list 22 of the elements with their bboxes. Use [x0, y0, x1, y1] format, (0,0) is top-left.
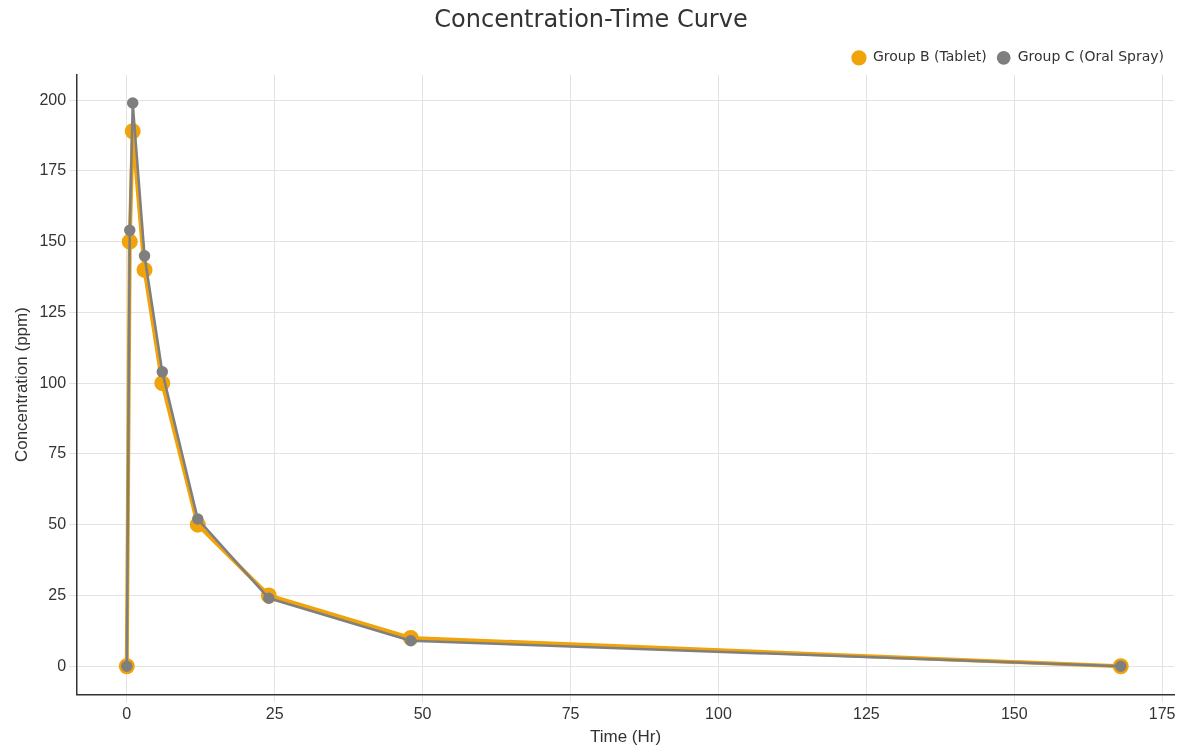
y-tick-label: 125 [39, 302, 67, 320]
y-tick-label: 25 [48, 585, 67, 603]
x-tick-label: 50 [413, 705, 432, 723]
chart-title: Concentration-Time Curve [434, 4, 748, 33]
x-tick-label: 0 [122, 705, 132, 723]
y-tick-label: 50 [48, 515, 67, 533]
x-tick-label: 75 [561, 705, 580, 723]
y-tick-label: 75 [48, 444, 67, 462]
x-axis-title: Time (Hr) [589, 727, 662, 747]
y-tick-label: 175 [39, 161, 67, 179]
x-tick-label: 100 [705, 705, 732, 723]
x-tick-label: 125 [852, 705, 880, 723]
y-tick-label: 100 [39, 373, 67, 391]
legend-label: Group B (Tablet) [872, 48, 987, 65]
x-tick-label: 150 [1000, 705, 1028, 723]
x-tick-label: 175 [1148, 705, 1176, 723]
x-tick-label: 25 [265, 705, 284, 723]
y-axis-title: Concentration (ppm) [11, 307, 31, 463]
y-tick-label: 0 [57, 656, 67, 674]
y-tick-label: 200 [39, 90, 67, 108]
y-tick-label: 150 [39, 232, 67, 250]
legend-label: Group C (Oral Spray) [1017, 48, 1164, 65]
